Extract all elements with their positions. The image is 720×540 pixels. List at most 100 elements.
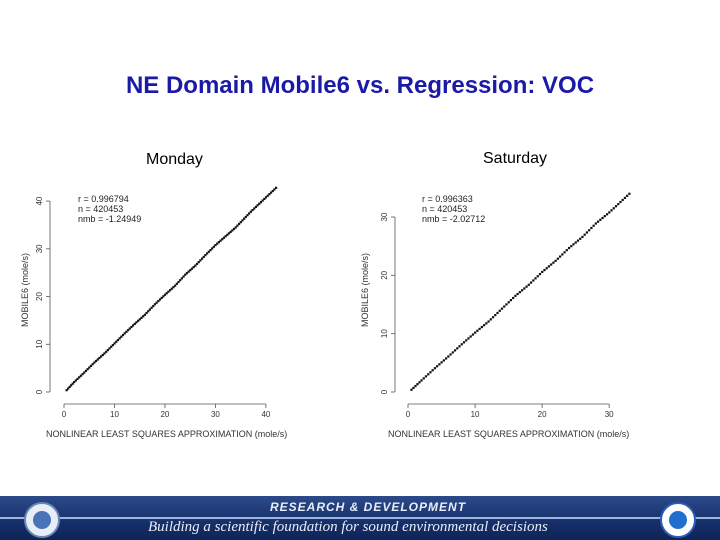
scatter-point (217, 241, 220, 244)
scatter-point (608, 211, 611, 214)
x-tick-label: 10 (110, 410, 119, 419)
scatter-point (259, 201, 263, 204)
scatter-point (449, 353, 452, 356)
scatter-point (100, 355, 103, 358)
scatter-point (184, 273, 187, 276)
scatter-point (138, 318, 141, 321)
scatter-point (599, 218, 602, 221)
scatter-point (229, 230, 232, 233)
scatter-point (194, 264, 197, 267)
footer-tagline: Building a scientific foundation for sou… (148, 519, 548, 535)
scatter-point (612, 207, 615, 210)
scatter-point (469, 335, 472, 338)
scatter-point (500, 307, 504, 310)
scatter-point (503, 305, 506, 308)
scatter-point (478, 327, 481, 331)
scatter-point (410, 388, 413, 391)
scatter-point (65, 389, 68, 392)
scatter-point (118, 337, 121, 340)
scatter-point (529, 281, 533, 284)
scatter-point (505, 303, 508, 306)
scatter-point (592, 224, 595, 227)
x-tick-label: 30 (605, 410, 614, 419)
scatter-point (227, 232, 231, 235)
scatter-point (581, 235, 584, 239)
scatter-point (91, 363, 94, 366)
scatter-point (527, 283, 530, 286)
scatter-point (570, 245, 573, 248)
y-tick-label: 40 (35, 196, 44, 205)
scatter-point (130, 325, 133, 329)
scatter-point (153, 303, 157, 306)
saturday-label: Saturday (483, 150, 548, 167)
scatter-point (163, 293, 167, 296)
scatter-point (429, 371, 432, 374)
scatter-point (172, 286, 175, 289)
scatter-point (175, 282, 178, 285)
scatter-point (516, 292, 519, 296)
scatter-point (116, 338, 120, 342)
scatter-point (190, 267, 194, 270)
noaa-logo-icon (660, 502, 696, 538)
scatter-point (494, 314, 497, 317)
scatter-point (94, 359, 98, 363)
scatter-point (532, 279, 535, 282)
scatter-point (143, 313, 146, 316)
scatter-point (605, 213, 609, 216)
scatter-point (521, 289, 524, 292)
y-tick-label: 20 (35, 292, 44, 301)
scatter-point (162, 295, 165, 298)
scatter-point (137, 319, 140, 322)
scatter-point (105, 350, 108, 353)
scatter-point (226, 233, 229, 236)
scatter-point (550, 263, 553, 266)
stats-label: nmb = -1.24949 (78, 214, 141, 224)
footer-divider (0, 517, 720, 519)
scatter-point (216, 242, 219, 245)
scatter-point (241, 219, 244, 222)
scatter-point (261, 199, 264, 202)
scatter-point (617, 203, 620, 206)
scatter-point (140, 316, 143, 319)
scatter-point (512, 296, 515, 300)
scatter-point (268, 193, 271, 196)
y-tick-label: 30 (380, 212, 389, 221)
scatter-point (489, 318, 492, 321)
x-tick-label: 20 (538, 410, 547, 419)
scatter-point (465, 339, 468, 342)
scatter-point (424, 375, 428, 378)
scatter-point (487, 320, 490, 323)
scatter-point (157, 300, 160, 303)
scatter-point (79, 374, 83, 377)
scatter-point (113, 342, 116, 345)
scatter-point (133, 322, 136, 325)
scatter-point (81, 373, 84, 376)
scatter-point (70, 384, 73, 387)
scatter-point (414, 384, 417, 388)
x-tick-label: 0 (406, 410, 411, 419)
scatter-point (120, 335, 123, 338)
scatter-point (68, 385, 71, 389)
stats-label: nmb = -2.02712 (422, 214, 485, 224)
scatter-point (170, 287, 173, 290)
scatter-point (621, 198, 624, 202)
scatter-point (601, 216, 604, 220)
scatter-point (169, 289, 172, 292)
scatter-point (576, 239, 580, 242)
scatter-point (84, 369, 88, 372)
scatter-point (476, 329, 479, 332)
scatter-point (462, 341, 466, 344)
scatter-point (128, 327, 131, 330)
scatter-point (559, 255, 562, 258)
scatter-point (416, 383, 419, 386)
scatter-point (447, 355, 450, 358)
scatter-point (165, 292, 168, 295)
scatter-point (552, 261, 555, 264)
y-tick-label: 0 (35, 389, 44, 394)
scatter-point (271, 189, 274, 193)
scatter-point (200, 257, 204, 260)
scatter-point (480, 325, 483, 329)
scatter-point (71, 382, 74, 385)
scatter-point (514, 294, 517, 297)
